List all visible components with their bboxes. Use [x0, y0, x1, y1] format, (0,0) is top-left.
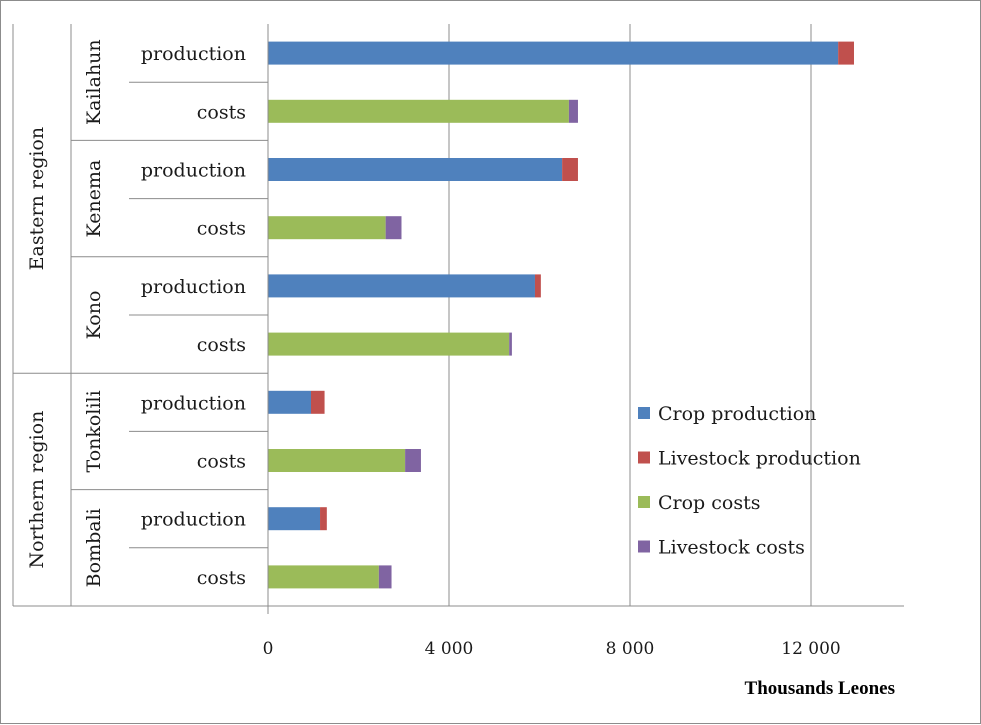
row-label: production: [141, 160, 246, 182]
legend-label: Crop production: [658, 403, 816, 425]
bar-segment-livestock-production: [534, 274, 541, 298]
region-label: Eastern region: [26, 127, 48, 270]
x-tick-label: 4 000: [425, 639, 474, 659]
row-label: production: [141, 43, 246, 65]
district-label: Bombali: [83, 508, 105, 587]
category-labels: production costs production costs production…: [12, 24, 268, 606]
legend-label: Livestock production: [658, 448, 861, 470]
row-label: costs: [197, 218, 246, 240]
district-label: Kenema: [83, 160, 105, 238]
bar-segment-livestock-costs: [405, 449, 421, 472]
bar-segment-crop-costs: [268, 99, 569, 123]
row-label: production: [141, 392, 246, 414]
legend-swatch: [638, 407, 650, 419]
legend-swatch: [638, 540, 650, 553]
bar-segment-crop-costs: [268, 565, 379, 589]
bar-segment-livestock-costs: [385, 216, 402, 240]
x-tick-label: 0: [263, 639, 274, 659]
x-tick-label: 12 000: [781, 639, 840, 659]
x-tick-label: 8 000: [606, 639, 655, 659]
bar-segment-livestock-production: [310, 390, 325, 414]
row-label: production: [141, 276, 246, 298]
bar-segment-crop-costs: [268, 449, 406, 472]
legend: Crop production Livestock production Crop …: [638, 403, 861, 559]
legend-swatch: [638, 451, 650, 464]
bar-segment-crop-production: [268, 507, 321, 531]
bar-segment-livestock-production: [562, 158, 578, 181]
legend-label: Crop costs: [658, 492, 760, 514]
bar-segment-crop-production: [268, 158, 563, 181]
x-axis-title: Thousands Leones: [745, 678, 895, 699]
row-label: production: [141, 509, 246, 531]
bars: [268, 41, 854, 589]
bar-segment-livestock-costs: [568, 99, 578, 123]
bar-segment-crop-production: [268, 390, 311, 414]
bar-segment-crop-production: [268, 274, 535, 298]
region-label: Northern region: [26, 411, 48, 569]
bar-segment-crop-costs: [268, 332, 510, 356]
legend-swatch: [638, 496, 650, 508]
bar-segment-livestock-production: [320, 507, 327, 531]
row-label: costs: [197, 567, 246, 589]
district-label: Kailahun: [83, 39, 105, 125]
row-label: costs: [197, 334, 246, 356]
row-label: costs: [197, 451, 246, 473]
district-label: Kono: [83, 291, 105, 340]
bar-segment-livestock-costs: [378, 565, 392, 589]
district-label: Tonkolili: [83, 390, 105, 472]
bar-segment-crop-production: [268, 41, 839, 65]
row-label: costs: [197, 101, 246, 123]
bar-segment-livestock-costs: [509, 332, 512, 356]
bar-segment-livestock-production: [838, 41, 854, 65]
bar-segment-crop-costs: [268, 216, 386, 240]
axes: 0 4 000 8 000 12 000: [13, 24, 904, 659]
legend-label: Livestock costs: [658, 537, 805, 559]
